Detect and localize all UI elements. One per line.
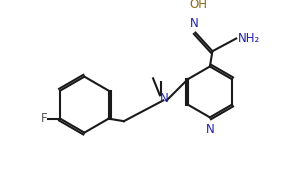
Text: F: F bbox=[41, 112, 47, 125]
Text: OH: OH bbox=[189, 0, 207, 11]
Text: N: N bbox=[160, 92, 169, 105]
Text: N: N bbox=[190, 17, 199, 30]
Text: NH₂: NH₂ bbox=[238, 32, 260, 45]
Text: N: N bbox=[205, 123, 214, 136]
